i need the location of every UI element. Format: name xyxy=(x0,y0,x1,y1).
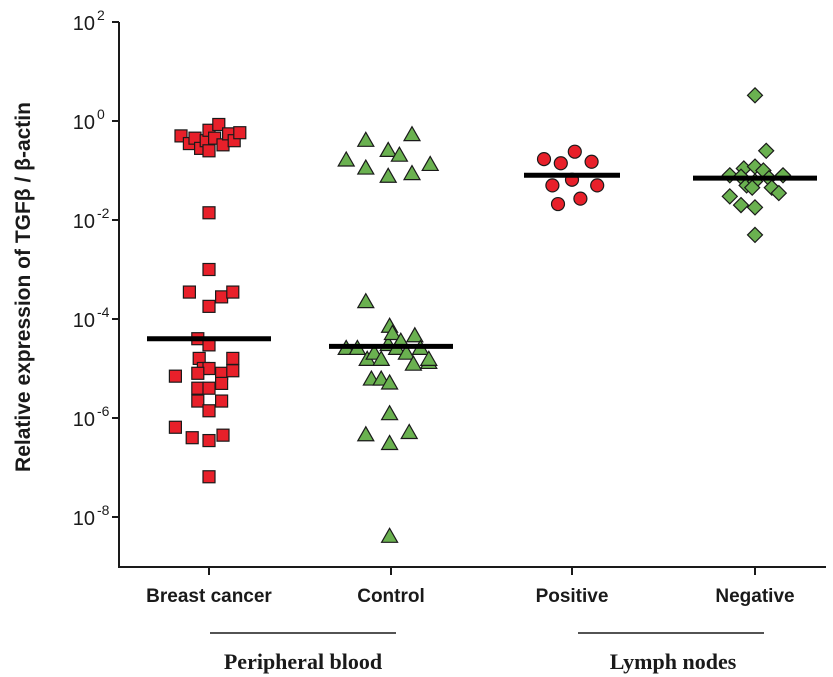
circle-point xyxy=(536,151,552,167)
x-ticks: Breast cancer Control Positive Negative xyxy=(146,567,795,607)
triangle-point xyxy=(379,167,398,183)
triangle-point xyxy=(397,343,416,360)
square-point xyxy=(202,433,216,448)
square-point xyxy=(168,369,182,383)
square-point xyxy=(215,290,229,304)
triangle-point xyxy=(383,324,402,341)
circle-point xyxy=(553,156,568,171)
y-tick-exponent: -4 xyxy=(97,304,110,320)
diamond-point xyxy=(721,188,739,205)
square-point xyxy=(191,381,205,395)
triangle-point xyxy=(419,350,438,366)
y-tick-exponent: -6 xyxy=(97,403,110,419)
square-point xyxy=(202,299,216,313)
group-label-peripheral-blood: Peripheral blood xyxy=(224,649,382,674)
triangle-point xyxy=(380,434,399,451)
square-point xyxy=(191,366,205,380)
triangle-point xyxy=(337,150,356,167)
triangle-point xyxy=(356,292,375,309)
axes xyxy=(118,22,826,568)
triangle-point xyxy=(356,158,375,175)
triangle-point xyxy=(379,141,398,158)
x-tick-label-control: Control xyxy=(357,586,425,607)
median-lines xyxy=(147,172,817,349)
x-tick-label-negative: Negative xyxy=(715,586,794,607)
square-point xyxy=(202,206,216,220)
diamond-point xyxy=(746,199,764,216)
group-label-lymph-nodes: Lymph nodes xyxy=(610,649,737,674)
triangle-point xyxy=(404,354,423,371)
y-axis-label: Relative expression of TGFβ / β-actin xyxy=(12,102,35,472)
diamond-point xyxy=(757,142,775,160)
y-tick-label: 10 xyxy=(73,13,95,35)
square-point xyxy=(202,144,216,158)
triangle-point xyxy=(390,145,409,162)
x-tick-label-breast-cancer: Breast cancer xyxy=(146,586,272,607)
y-tick-exponent: 2 xyxy=(97,7,105,23)
triangle-point xyxy=(405,326,424,343)
y-tick-label: 10 xyxy=(73,508,95,530)
diamond-point xyxy=(746,86,764,104)
y-tick-label: 10 xyxy=(73,112,95,134)
triangle-point xyxy=(402,125,422,142)
triangle-point xyxy=(380,404,399,421)
triangle-point xyxy=(380,527,399,543)
circle-point xyxy=(573,191,588,206)
square-point xyxy=(216,428,230,442)
square-point xyxy=(215,394,229,408)
circle-point xyxy=(550,196,566,212)
square-point xyxy=(216,138,230,152)
triangle-point xyxy=(380,373,399,390)
data-points xyxy=(168,86,792,543)
triangle-point xyxy=(372,350,391,366)
diamond-point xyxy=(746,226,764,244)
y-tick-label: 10 xyxy=(73,409,95,431)
square-point xyxy=(212,117,226,132)
circle-point xyxy=(590,178,605,193)
square-point xyxy=(202,470,216,484)
circle-point xyxy=(545,178,560,193)
group-labels: Peripheral blood Lymph nodes xyxy=(210,632,764,674)
square-point xyxy=(168,420,182,434)
y-tick-exponent: -2 xyxy=(97,205,110,221)
square-point xyxy=(191,394,205,408)
diamond-point xyxy=(770,184,788,202)
circle-point xyxy=(584,154,599,169)
diamond-point xyxy=(743,179,761,197)
y-tick-label: 10 xyxy=(73,310,95,332)
y-tick-label: 10 xyxy=(73,211,95,233)
square-point xyxy=(233,126,247,140)
y-tick-exponent: -8 xyxy=(97,502,110,518)
square-point xyxy=(226,285,240,299)
square-point xyxy=(226,351,240,365)
square-point xyxy=(182,285,196,299)
square-point xyxy=(226,364,240,378)
y-tick-exponent: 0 xyxy=(97,106,105,122)
diamond-point xyxy=(732,196,750,214)
square-point xyxy=(202,381,216,395)
square-point xyxy=(202,361,216,376)
triangle-point xyxy=(356,425,375,442)
triangle-point xyxy=(400,423,419,440)
triangle-point xyxy=(421,155,440,172)
square-point xyxy=(185,431,199,445)
circle-point xyxy=(567,144,582,159)
triangle-point xyxy=(402,164,422,181)
square-point xyxy=(202,262,216,277)
x-tick-label-positive: Positive xyxy=(536,586,609,607)
square-point xyxy=(202,404,216,418)
triangle-point xyxy=(356,131,375,147)
square-point xyxy=(215,376,229,391)
